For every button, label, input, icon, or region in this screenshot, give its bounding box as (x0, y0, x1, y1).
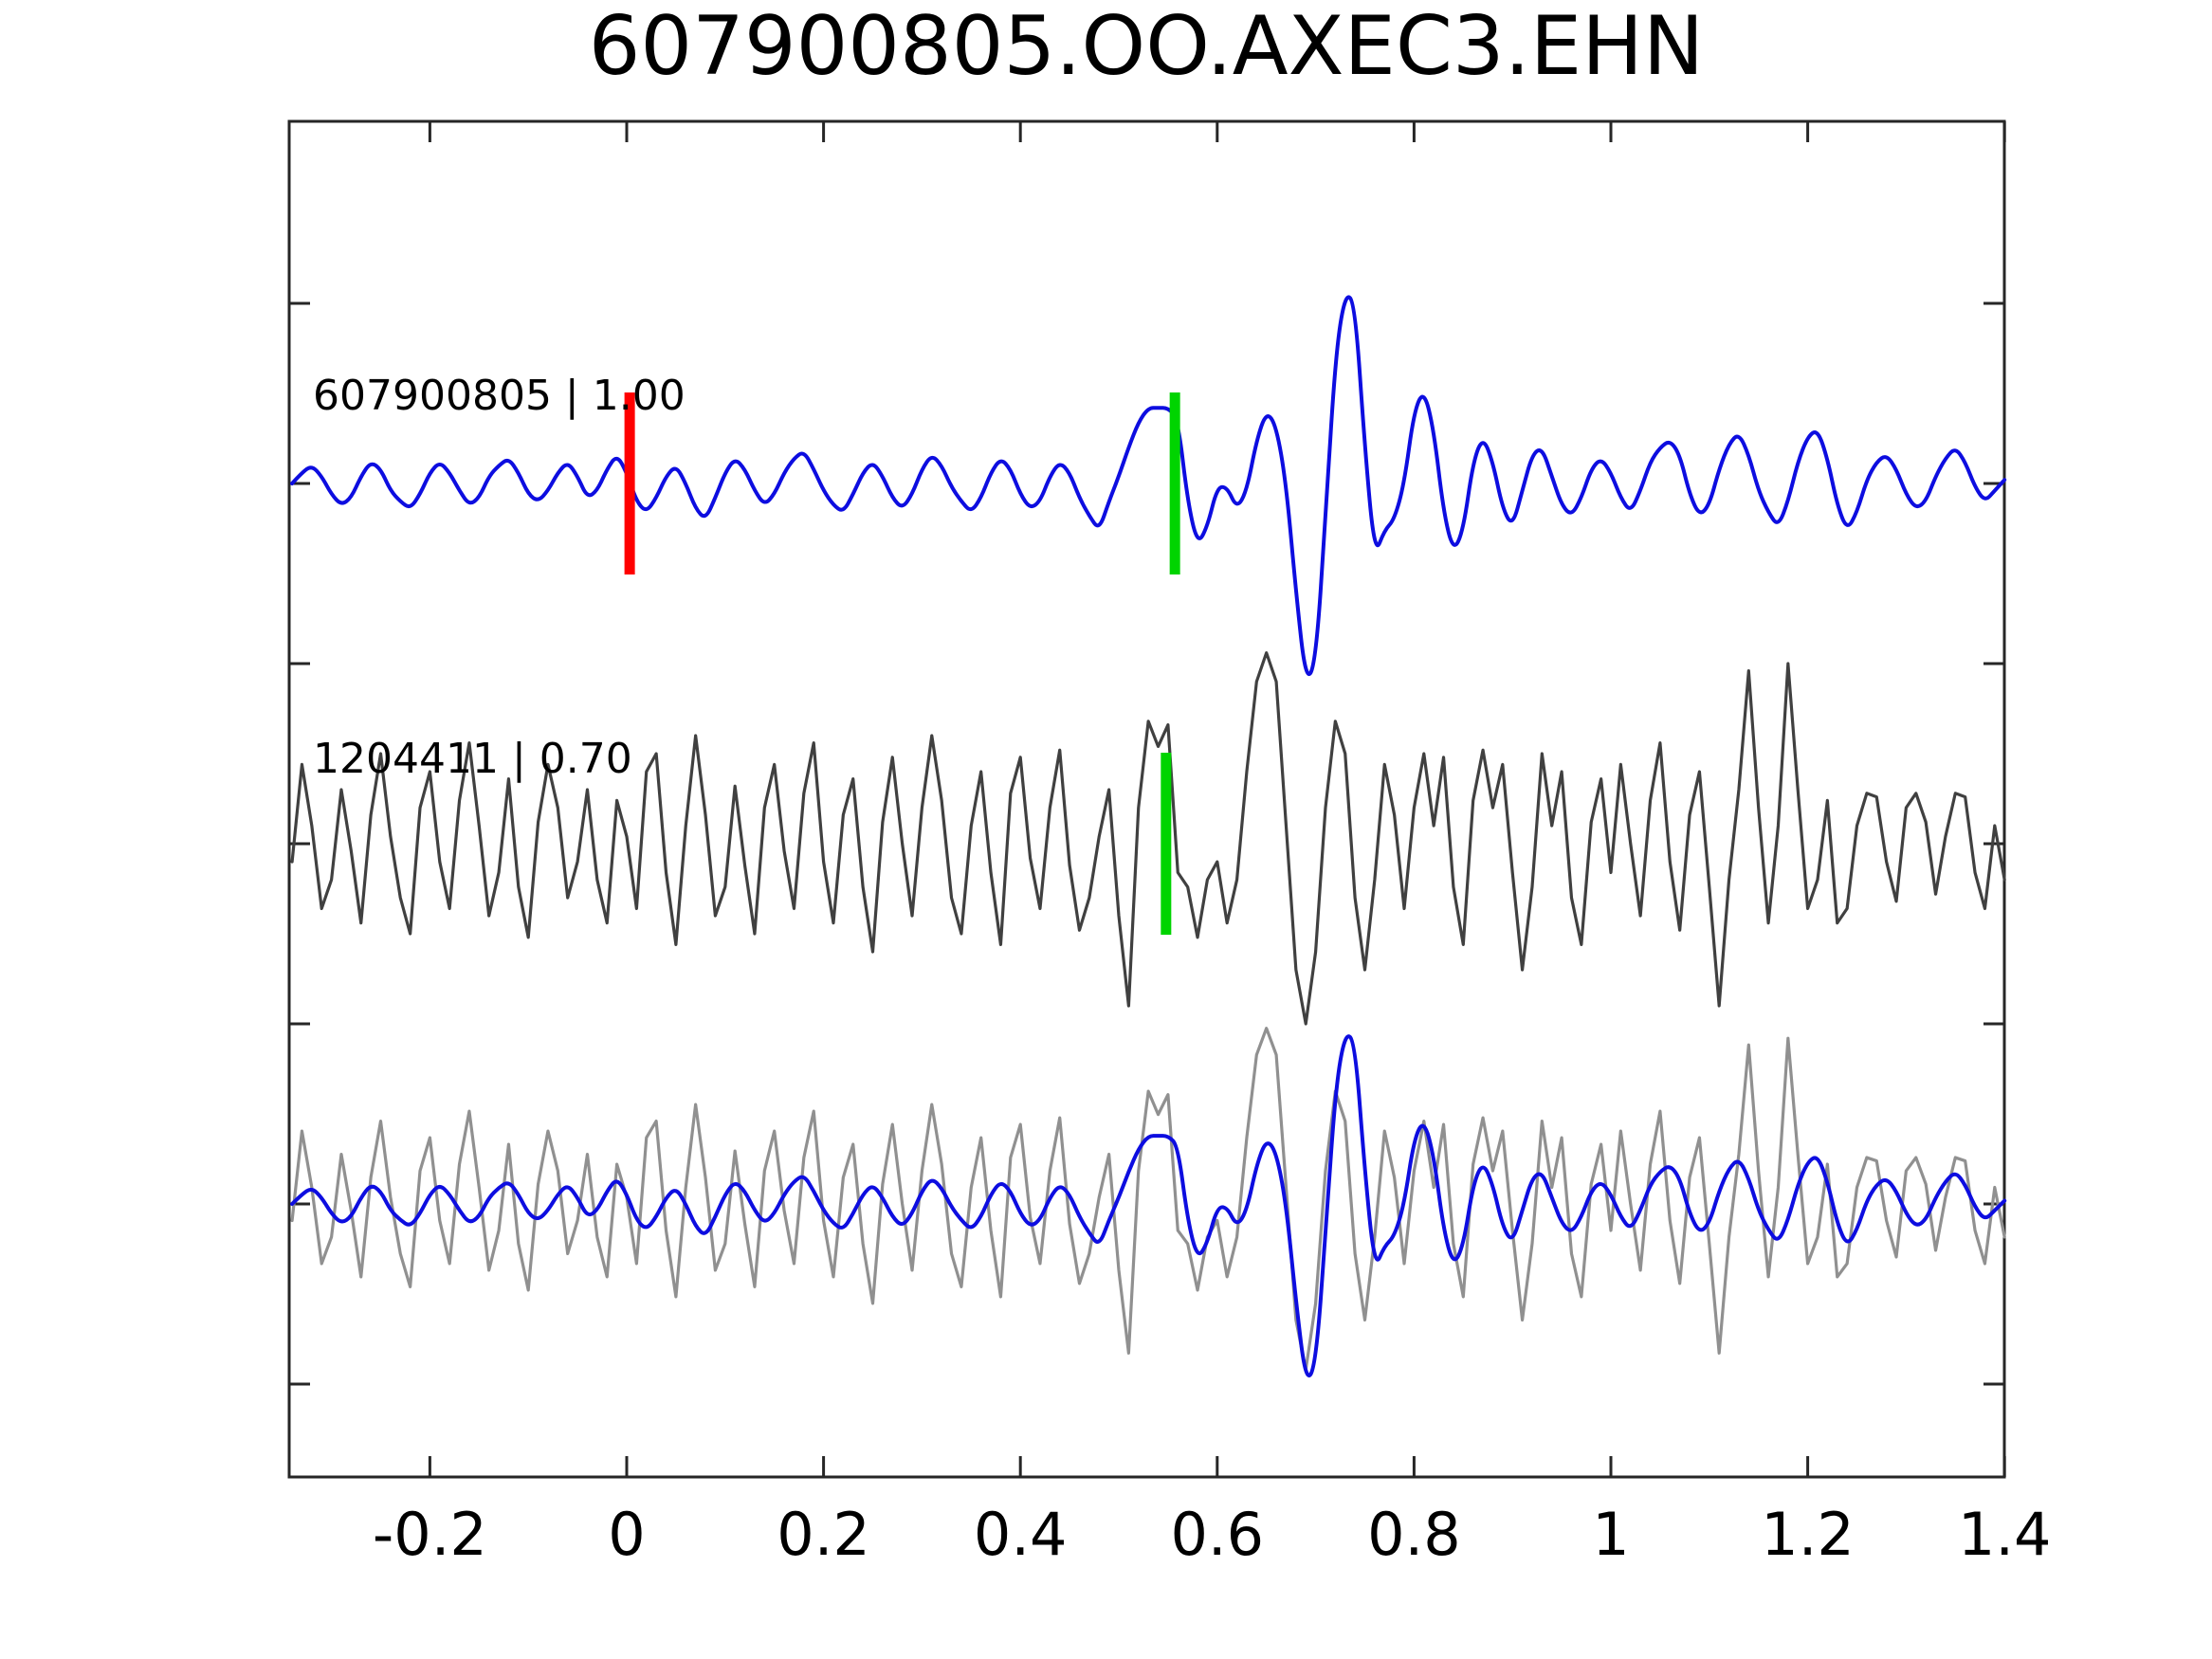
trace-detection (290, 295, 2007, 676)
overlay-trace-detection (290, 1034, 2007, 1377)
x-tick-label: 0.2 (777, 1500, 870, 1569)
overlay-trace-template (290, 1027, 2006, 1372)
plot-area: -0.2 0 0.2 0.4 0.6 0.8 1 1.2 1.4 (287, 119, 2052, 1569)
x-tick-label: 0.6 (1170, 1500, 1264, 1569)
figure-title: 607900805.OO.AXEC3.EHN (589, 0, 1705, 94)
pick-marker-template (1161, 753, 1172, 935)
trace-template (290, 651, 2006, 1026)
x-tick-label: 0 (608, 1500, 645, 1569)
axis-frame (287, 119, 2006, 1479)
x-tick-label: 0.8 (1367, 1500, 1461, 1569)
x-tick-label: 1.2 (1761, 1500, 1855, 1569)
detection-trace-label: 607900805 | 1.00 (313, 372, 686, 420)
x-tick-label: 1.4 (1958, 1500, 2052, 1569)
x-tick-label: -0.2 (373, 1500, 487, 1569)
x-tick-label: 1 (1592, 1500, 1629, 1569)
pick-marker-detection (1169, 392, 1180, 574)
template-trace-label: 1204411 | 0.70 (313, 735, 632, 783)
origin-time-marker (624, 392, 635, 574)
x-tick-label: 0.4 (974, 1500, 1068, 1569)
